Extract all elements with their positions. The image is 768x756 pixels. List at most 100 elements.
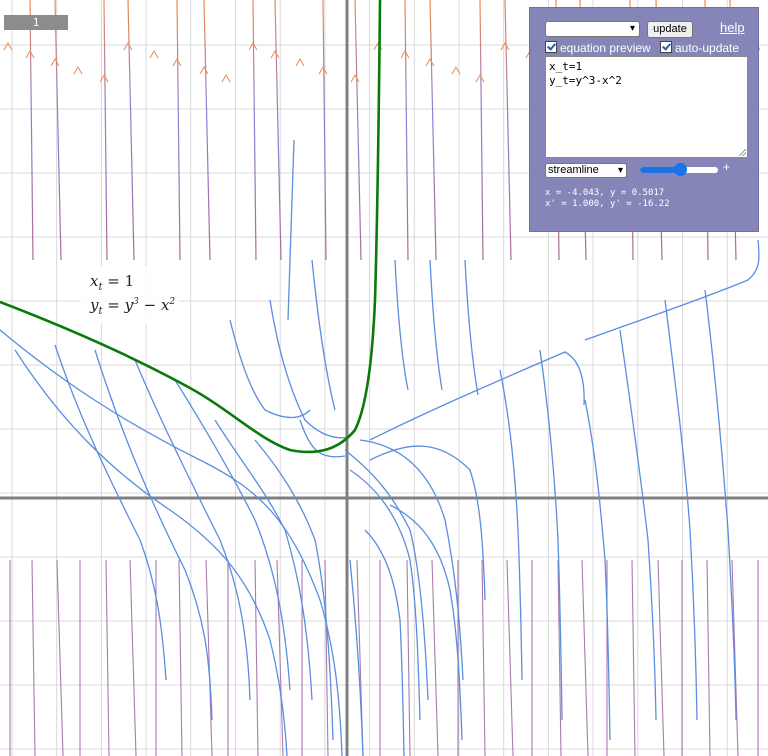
streamline: [584, 239, 760, 341]
streamline: [54, 344, 167, 681]
flow-line: [354, 0, 362, 261]
arrow-icon: [295, 57, 305, 67]
flow-line: [504, 0, 512, 261]
editor-line: x_t=1: [549, 60, 583, 73]
streamline: [369, 445, 486, 601]
resize-grip-icon[interactable]: [739, 149, 746, 156]
arrow-icon: [25, 49, 35, 59]
arrow-icon: [99, 73, 109, 83]
update-button[interactable]: update: [647, 21, 693, 38]
density-slider[interactable]: [640, 163, 718, 176]
arrow-icon: [475, 73, 485, 83]
flow-line: [105, 559, 110, 756]
flow-line: [431, 559, 439, 756]
tab-indicator[interactable]: 1: [4, 15, 68, 30]
streamline: [364, 529, 405, 756]
arrow-icon: [221, 73, 231, 83]
flow-line: [178, 559, 183, 756]
flow-line: [56, 559, 64, 756]
streamline: [214, 419, 313, 701]
arrow-icon: [149, 49, 159, 59]
arrow-icon: [318, 65, 328, 75]
slider-thumb[interactable]: [674, 163, 687, 176]
flow-line: [731, 559, 739, 756]
streamline: [619, 329, 657, 721]
equation-editor[interactable]: x_t=1 y_t=y^3-x^2: [545, 56, 748, 158]
position-readout: x = -4.043, y = 0.5017: [545, 188, 665, 198]
equation-line-x: xt = 1: [90, 272, 135, 293]
flow-line: [203, 0, 211, 261]
flow-line: [706, 559, 711, 756]
streamline: [499, 369, 523, 681]
streamline: [344, 449, 429, 701]
chevron-down-icon: ▾: [629, 23, 635, 34]
streamline: [664, 299, 698, 721]
streamline: [287, 139, 295, 321]
streamline: [14, 349, 288, 756]
arrow-icon: [3, 41, 13, 51]
slider-fill: [640, 167, 680, 173]
streamline: [134, 359, 251, 701]
streamline: [464, 259, 479, 396]
flow-line: [506, 559, 514, 756]
solution-curve: [0, 0, 382, 454]
checkmark-icon[interactable]: [660, 41, 672, 53]
equation-preview-checkbox[interactable]: equation preview: [545, 41, 651, 55]
plus-icon: +: [723, 160, 731, 174]
streamline: [429, 259, 443, 391]
arrow-icon: [400, 49, 410, 59]
streamline: [254, 439, 334, 741]
flow-line: [481, 559, 486, 756]
help-link[interactable]: help: [720, 20, 745, 35]
flow-line: [31, 559, 36, 756]
streamline: [349, 469, 421, 721]
flow-line: [54, 0, 62, 261]
flow-line: [581, 559, 589, 756]
arrow-icon: [500, 41, 510, 51]
arrow-icon: [425, 57, 435, 67]
flow-line: [404, 0, 409, 261]
streamline: [94, 349, 213, 721]
arrow-icon: [270, 49, 280, 59]
flow-line: [29, 0, 34, 261]
streamline: [229, 319, 311, 419]
flow-line: [406, 559, 411, 756]
equation-preview-label: xt = 1 yt = y3 − x2: [80, 266, 180, 324]
streamline: [389, 504, 463, 741]
streamline: [584, 399, 611, 741]
flow-line: [631, 559, 636, 756]
arrow-icon: [199, 65, 209, 75]
flow-line: [479, 0, 484, 261]
flow-line: [254, 559, 259, 756]
auto-update-checkbox[interactable]: auto-update: [660, 41, 739, 55]
flow-line: [322, 0, 327, 261]
streamline: [704, 289, 737, 721]
flow-line: [557, 559, 562, 756]
editor-line: y_t=y^3-x^2: [549, 74, 622, 87]
streamline: [349, 559, 364, 756]
flow-line: [129, 559, 137, 756]
mode-value: streamline: [548, 164, 599, 176]
equation-line-y: yt = y3 − x2: [90, 296, 176, 317]
arrow-icon: [451, 65, 461, 75]
flow-line: [103, 0, 108, 261]
control-panel: ▾ update help equation preview auto-upda…: [529, 7, 759, 232]
mode-dropdown[interactable]: streamline ▾: [545, 163, 627, 178]
derivative-readout: x' = 1.000, y' = -16.22: [545, 199, 670, 209]
arrow-icon: [50, 57, 60, 67]
flow-line: [176, 0, 181, 261]
streamline: [369, 351, 585, 441]
streamlines: [0, 139, 760, 756]
chevron-down-icon: ▾: [617, 165, 623, 176]
preset-dropdown[interactable]: ▾: [545, 21, 640, 37]
flow-line: [205, 559, 213, 756]
streamline: [0, 329, 343, 756]
flow-line: [657, 559, 665, 756]
flow-line: [274, 0, 282, 261]
streamline: [311, 259, 336, 411]
streamline: [539, 349, 563, 721]
checkmark-icon[interactable]: [545, 41, 557, 53]
streamline: [269, 299, 351, 439]
